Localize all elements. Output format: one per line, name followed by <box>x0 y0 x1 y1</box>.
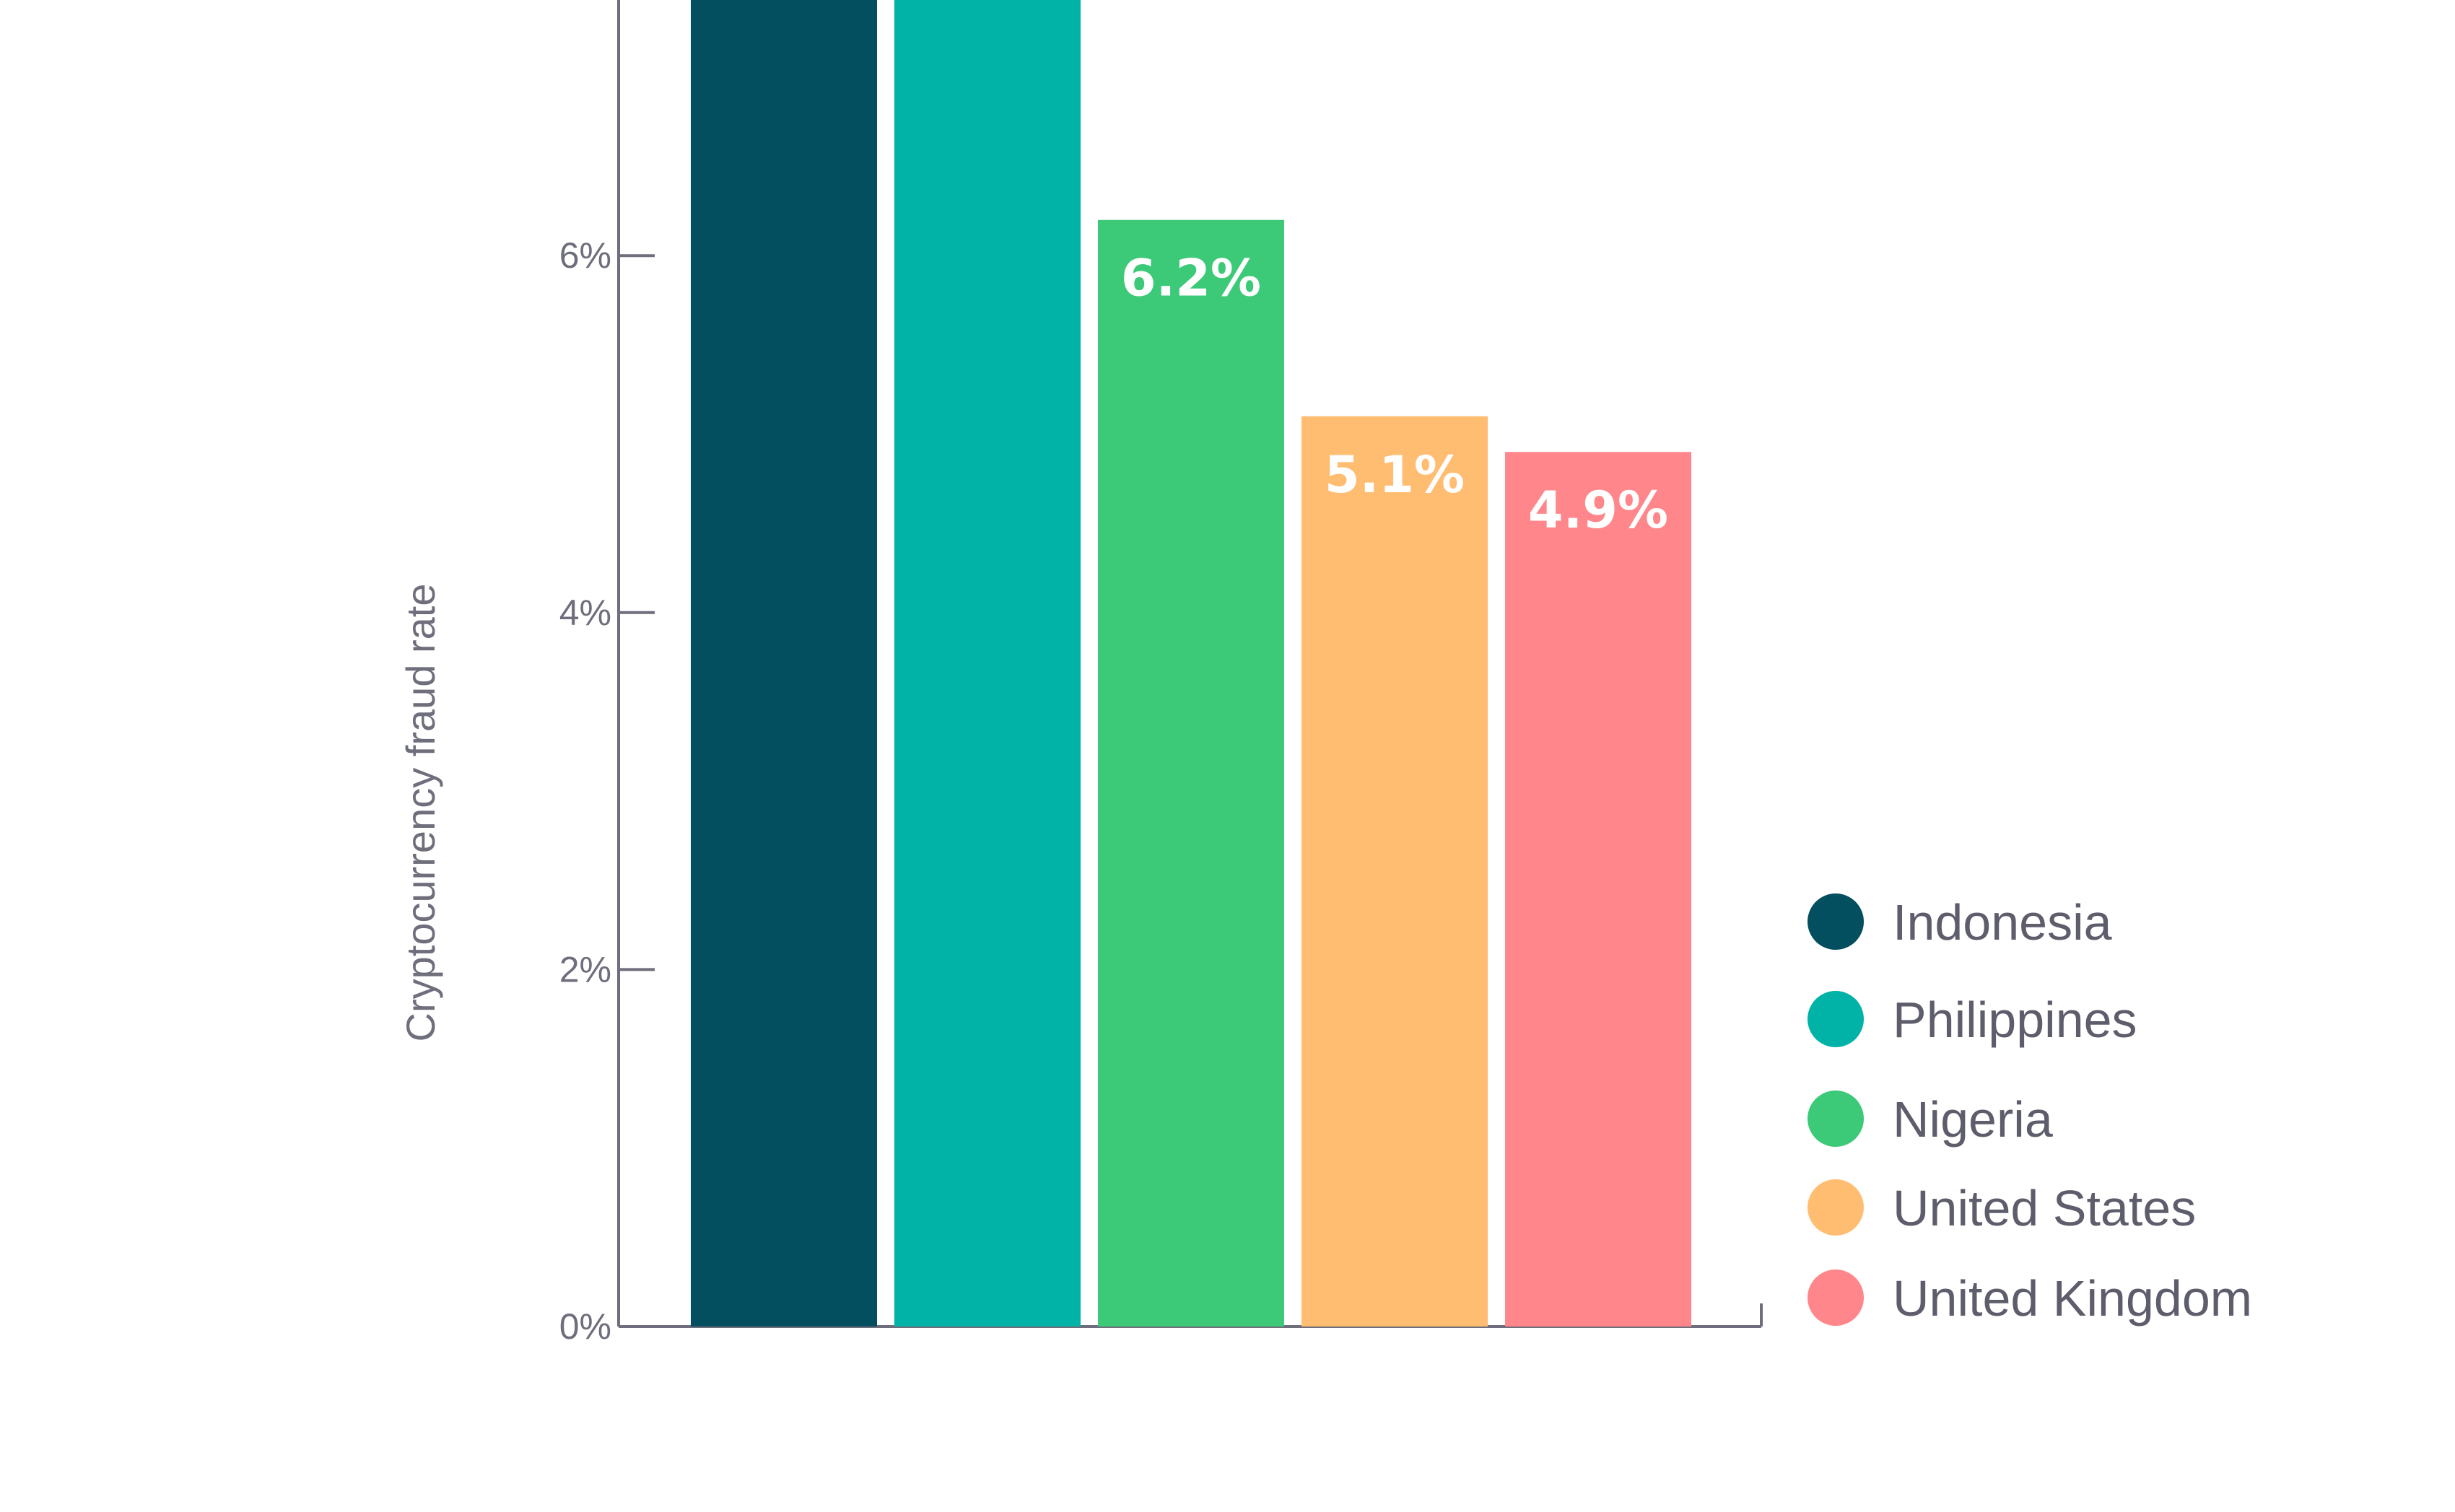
legend-label: United Kingdom <box>1893 1270 2252 1327</box>
bar-value-label: 6.2% <box>1121 249 1261 308</box>
legend-label: Indonesia <box>1893 894 2112 951</box>
bars <box>691 0 1691 1327</box>
y-tick-label: 6% <box>559 235 611 276</box>
legend-swatch <box>1808 1179 1864 1236</box>
legend-swatch <box>1808 1270 1864 1326</box>
y-tick-label: 0% <box>559 1306 611 1347</box>
bar-value-label: 5.1% <box>1325 445 1465 504</box>
legend-label: United States <box>1893 1180 2196 1236</box>
legend-swatch <box>1808 991 1864 1047</box>
y-axis: 0%2%4%6%8%10%11% <box>559 0 655 1347</box>
bar <box>894 0 1081 1327</box>
bar <box>691 0 877 1327</box>
legend: Indonesia Philippines Nigeria United States… <box>1808 893 2252 1327</box>
y-axis-title: Cryptocurrency fraud rate <box>398 584 443 1042</box>
legend-label: Nigeria <box>1893 1091 2053 1148</box>
bar-value-labels: 11.5%7.9%6.2%5.1%4.9% <box>917 0 1668 540</box>
legend-swatch <box>1808 893 1864 950</box>
bar-value-label: 4.9% <box>1528 481 1668 540</box>
legend-label: Philippines <box>1893 992 2137 1048</box>
bar <box>1505 452 1691 1327</box>
y-tick-label: 4% <box>559 593 611 633</box>
bar <box>1301 416 1488 1327</box>
bar <box>1098 219 1284 1327</box>
y-tick-label: 2% <box>559 949 611 989</box>
legend-swatch <box>1808 1091 1864 1147</box>
bar-value-label: 7.9% <box>917 0 1058 4</box>
